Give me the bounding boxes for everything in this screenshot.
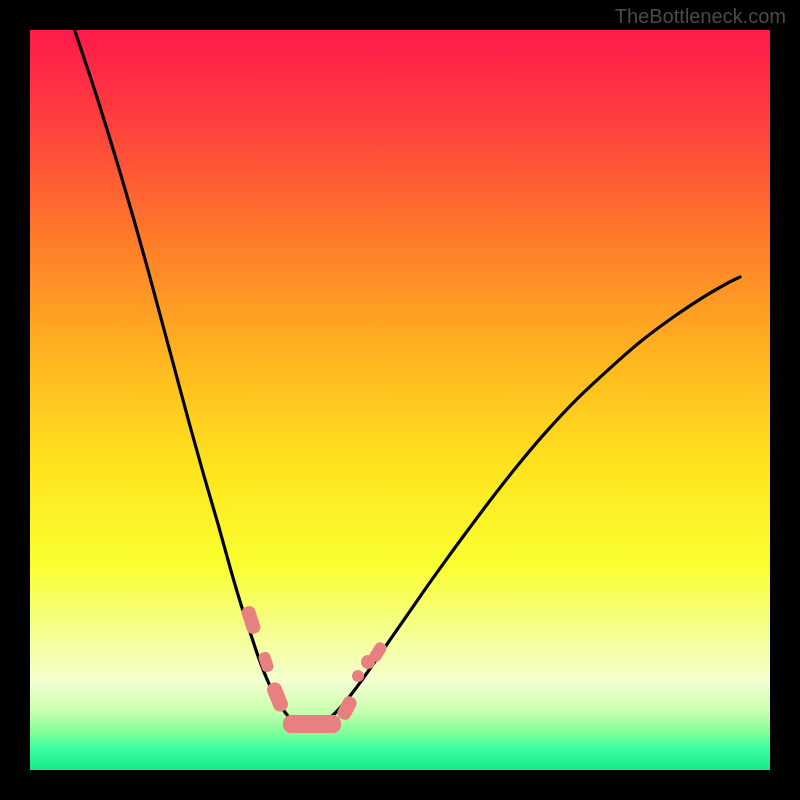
curve-marker bbox=[352, 670, 364, 682]
bottleneck-chart bbox=[30, 30, 770, 770]
curve-marker bbox=[283, 715, 341, 733]
chart-background bbox=[30, 30, 770, 770]
chart-svg bbox=[30, 30, 770, 770]
watermark-text: TheBottleneck.com bbox=[615, 6, 786, 29]
